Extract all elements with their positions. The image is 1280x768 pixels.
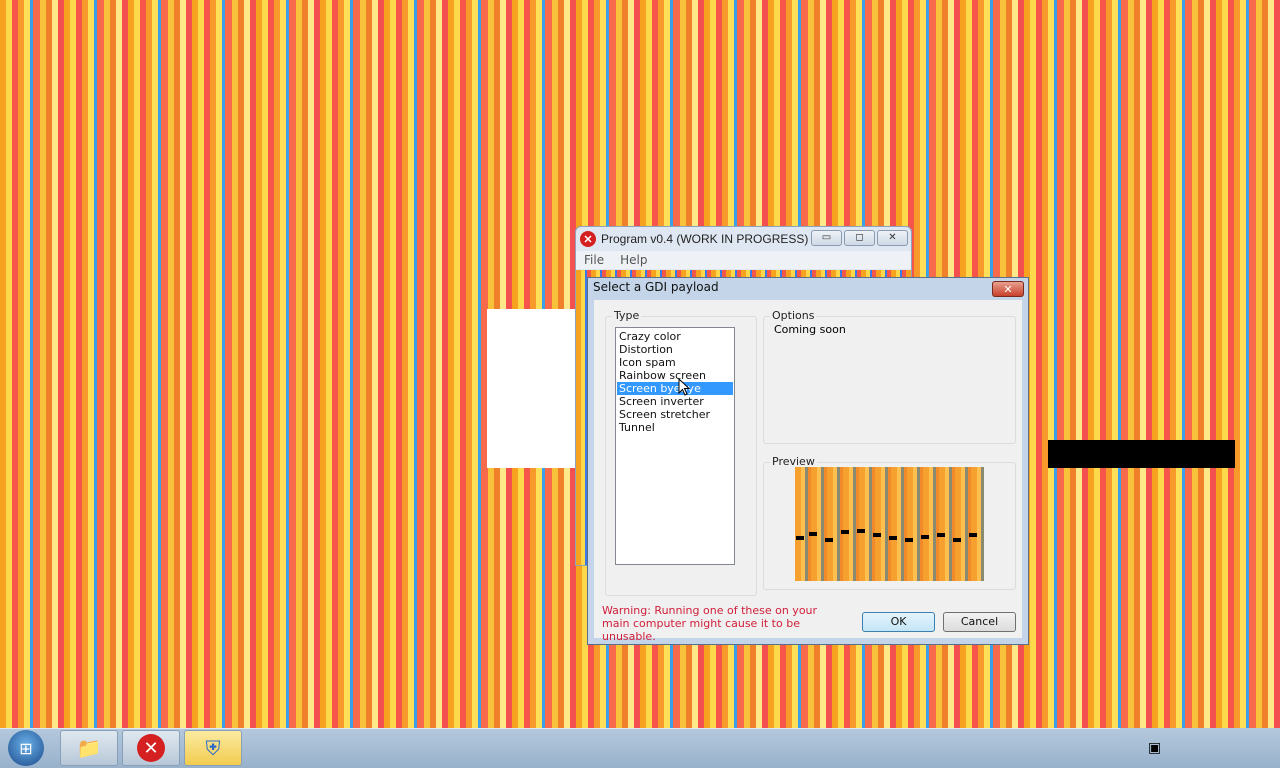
preview-glitch-bar: [796, 536, 804, 540]
list-item[interactable]: Distortion: [619, 343, 673, 356]
preview-glitch-bar: [969, 533, 977, 537]
start-button[interactable]: ⊞: [8, 730, 44, 766]
preview-glitch-bar: [953, 538, 961, 542]
preview-glitch-bar: [921, 535, 929, 539]
options-group: Options Coming soon: [763, 309, 1016, 444]
cancel-button[interactable]: Cancel: [943, 612, 1016, 632]
preview-image: [795, 467, 984, 581]
taskbar-uac-button[interactable]: ⛨: [184, 730, 242, 766]
preview-glitch-bar: [841, 530, 849, 534]
glitch-white-rect: [487, 309, 575, 468]
warning-text: Warning: Running one of these on your ma…: [602, 604, 818, 643]
preview-label: Preview: [770, 455, 817, 468]
gdi-payload-dialog: Select a GDI payload ✕ Type Crazy color …: [588, 278, 1028, 644]
ok-button[interactable]: OK: [862, 612, 935, 632]
taskbar-explorer-button[interactable]: 📁: [60, 730, 118, 766]
main-window-title: Program v0.4 (WORK IN PROGRESS): [601, 232, 808, 246]
error-icon: ✕: [580, 231, 596, 247]
options-text: Coming soon: [774, 323, 846, 336]
list-item[interactable]: Screen stretcher: [619, 408, 711, 421]
list-item[interactable]: Icon spam: [619, 356, 676, 369]
options-label: Options: [770, 309, 817, 322]
list-item[interactable]: Screen inverter: [619, 395, 704, 408]
system-tray: ▣: [1120, 728, 1280, 768]
preview-glitch-bar: [825, 538, 833, 542]
main-window-titlebar[interactable]: ✕ Program v0.4 (WORK IN PROGRESS): [576, 227, 808, 251]
preview-glitch-bar: [873, 533, 881, 537]
type-group: Type: [605, 309, 757, 596]
type-listbox[interactable]: Crazy color Distortion Icon spam Rainbow…: [615, 327, 735, 565]
list-item[interactable]: Rainbow screen: [619, 369, 706, 382]
mouse-cursor-icon: [678, 378, 690, 396]
close-button[interactable]: ✕: [877, 230, 908, 246]
glitch-black-rect: [1048, 440, 1235, 468]
uac-shield-icon: ⛨: [205, 736, 221, 760]
dialog-close-button[interactable]: ✕: [992, 281, 1024, 297]
menu-file[interactable]: File: [584, 253, 605, 267]
dialog-title: Select a GDI payload: [593, 280, 719, 294]
list-item[interactable]: Tunnel: [619, 421, 655, 434]
windows-logo-icon: ⊞: [19, 738, 33, 758]
maximize-button[interactable]: ◻: [844, 230, 875, 246]
list-item[interactable]: Crazy color: [619, 330, 681, 343]
preview-glitch-bar: [937, 533, 945, 537]
list-item-selected[interactable]: Screen byebye: [617, 382, 733, 395]
error-app-icon: ✕: [137, 734, 165, 762]
preview-glitch-bar: [905, 538, 913, 542]
show-desktop-icon[interactable]: ▣: [1148, 740, 1162, 756]
preview-group: Preview: [763, 455, 1016, 590]
taskbar-program-button[interactable]: ✕: [122, 730, 180, 766]
preview-glitch-bar: [857, 529, 865, 533]
file-explorer-icon: 📁: [76, 736, 102, 760]
menu-help[interactable]: Help: [620, 253, 648, 267]
menu-bar: File Help: [576, 251, 911, 269]
preview-glitch-bar: [889, 536, 897, 540]
minimize-button[interactable]: ▭: [811, 230, 842, 246]
preview-glitch-bar: [809, 532, 817, 536]
type-label: Type: [612, 309, 642, 322]
